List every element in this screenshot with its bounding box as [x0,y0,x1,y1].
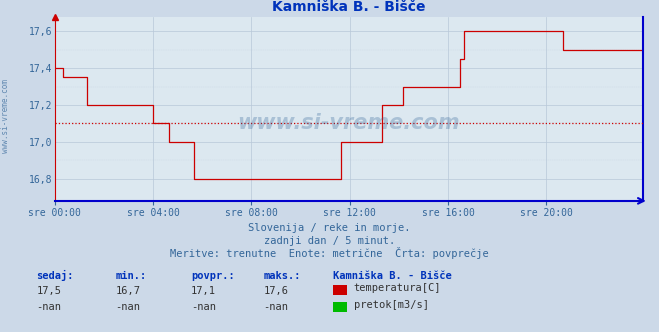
Text: Meritve: trenutne  Enote: metrične  Črta: povprečje: Meritve: trenutne Enote: metrične Črta: … [170,247,489,259]
Text: www.si-vreme.com: www.si-vreme.com [237,114,460,133]
Text: 17,5: 17,5 [36,286,61,296]
Title: Kamniška B. - Bišče: Kamniška B. - Bišče [272,0,425,14]
Text: povpr.:: povpr.: [191,271,235,281]
Text: -nan: -nan [264,302,289,312]
Text: pretok[m3/s]: pretok[m3/s] [354,300,429,310]
Text: 17,6: 17,6 [264,286,289,296]
Text: -nan: -nan [36,302,61,312]
Text: Kamniška B. - Bišče: Kamniška B. - Bišče [333,271,451,281]
Text: -nan: -nan [115,302,140,312]
Text: 17,1: 17,1 [191,286,216,296]
Text: -nan: -nan [191,302,216,312]
Text: Slovenija / reke in morje.: Slovenija / reke in morje. [248,223,411,233]
Text: temperatura[C]: temperatura[C] [354,283,442,293]
Text: sedaj:: sedaj: [36,270,74,281]
Text: maks.:: maks.: [264,271,301,281]
Text: www.si-vreme.com: www.si-vreme.com [1,79,10,153]
Text: 16,7: 16,7 [115,286,140,296]
Text: zadnji dan / 5 minut.: zadnji dan / 5 minut. [264,236,395,246]
Text: min.:: min.: [115,271,146,281]
